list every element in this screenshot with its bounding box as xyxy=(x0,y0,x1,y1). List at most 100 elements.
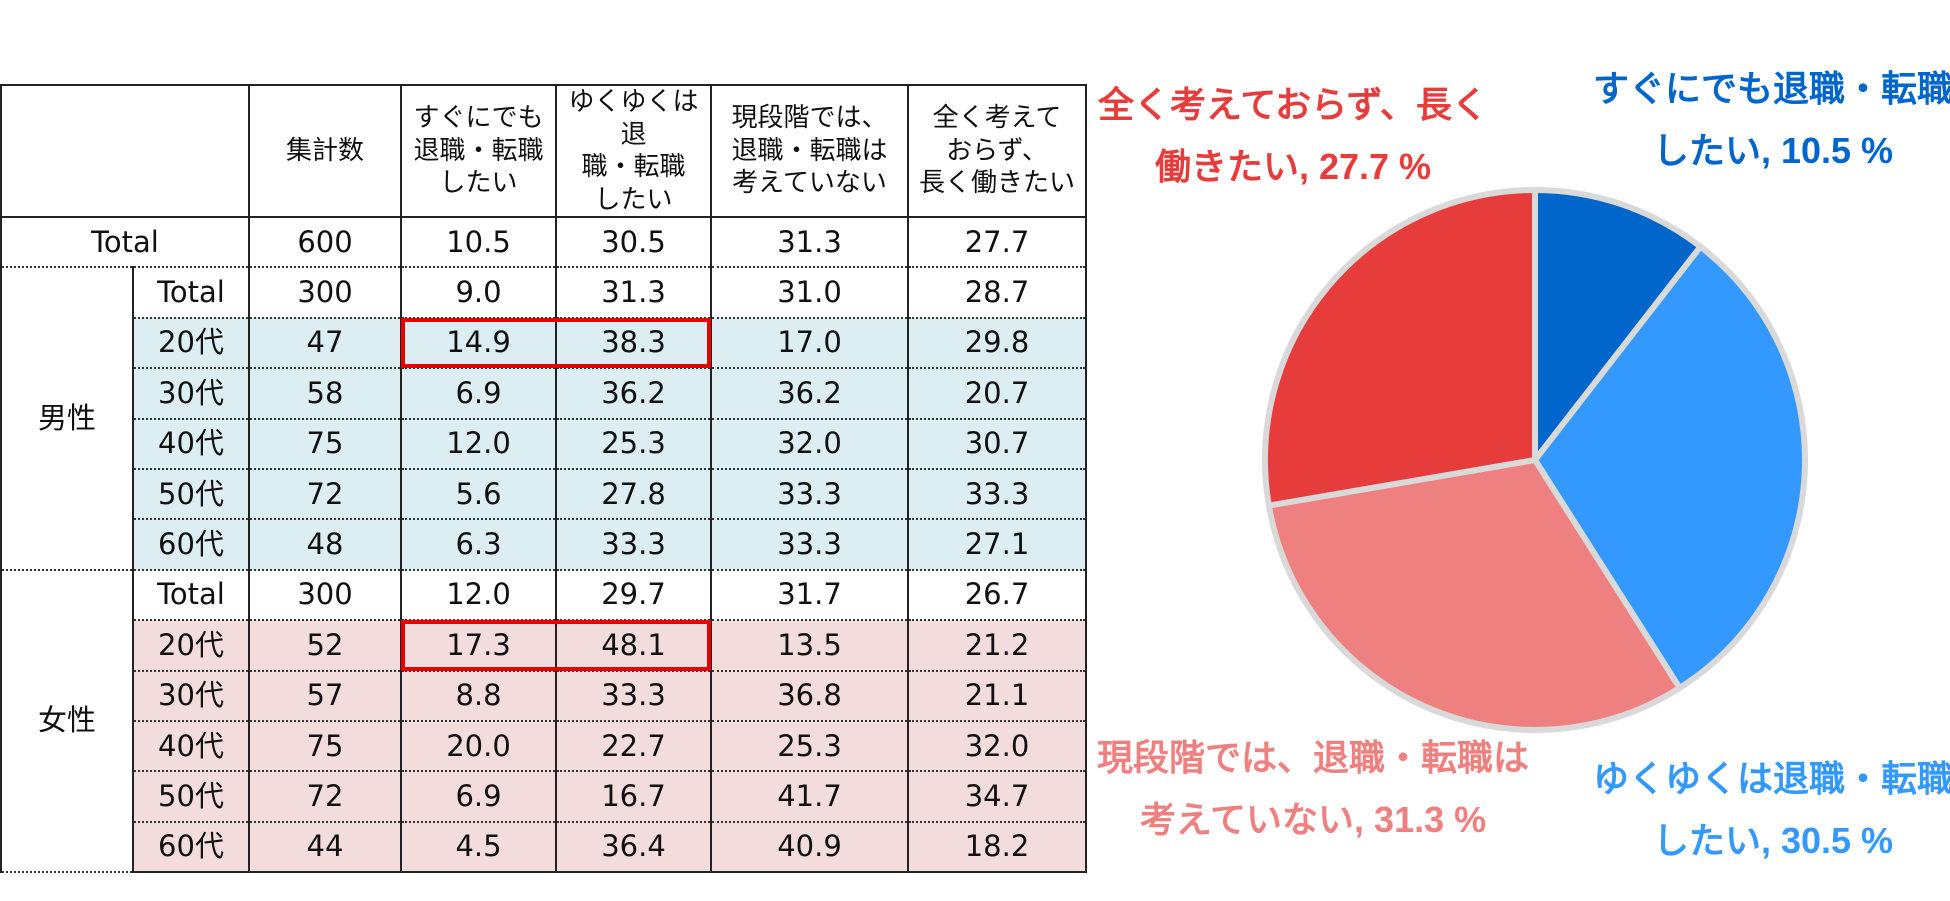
table-cell: 31.3 xyxy=(710,217,909,269)
table-cell: 72 xyxy=(248,468,402,521)
table-cell: 33.3 xyxy=(907,468,1087,521)
table-cell: 26.7 xyxy=(907,569,1087,622)
pie-label-slice-3: 現段階では、退職・転職は 考えていない, 31.3 % xyxy=(1096,737,1529,840)
row-label: Total xyxy=(132,569,250,622)
table-cell: 38.3 xyxy=(555,317,712,370)
table-cell: 4.5 xyxy=(400,821,557,874)
row-label: 20代 xyxy=(132,620,250,672)
table-row: 60代 48 6.3 33.3 33.3 27.1 xyxy=(1,519,1087,571)
header-corner xyxy=(0,84,250,218)
survey-table: 集計数 すぐにでも 退職・転職 したい ゆくゆくは退 職・転職 したい 現段階では、 退職… xyxy=(0,84,1087,874)
pie-chart xyxy=(1262,187,1808,733)
table-cell: 48 xyxy=(248,519,402,571)
table-cell: 36.4 xyxy=(555,821,712,874)
table-cell: 41.7 xyxy=(710,771,909,823)
table-cell: 13.5 xyxy=(710,620,909,672)
table-cell: 16.7 xyxy=(555,771,712,823)
table-cell: 6.9 xyxy=(400,771,557,823)
table-row: 40代 75 12.0 25.3 32.0 30.7 xyxy=(1,418,1087,470)
table-cell: 30.5 xyxy=(555,217,712,269)
table-cell: 36.2 xyxy=(555,368,712,420)
row-label: 50代 xyxy=(132,771,250,823)
table-cell: 33.3 xyxy=(710,519,909,571)
row-label: Total xyxy=(132,267,250,319)
table-cell: 34.7 xyxy=(907,771,1087,823)
pie-slice-2 xyxy=(1532,243,1808,691)
header-col4: 全く考えて おらず、 長く働きたい xyxy=(907,84,1087,218)
table-cell: 75 xyxy=(248,720,402,773)
table-cell: 33.3 xyxy=(555,670,712,722)
table-row: 40代 75 20.0 22.7 25.3 32.0 xyxy=(1,720,1087,773)
table-cell: 27.7 xyxy=(907,217,1087,269)
table-row: 60代 44 4.5 36.4 40.9 18.2 xyxy=(1,821,1087,874)
table-cell: 6.9 xyxy=(400,368,557,420)
table-cell: 6.3 xyxy=(400,519,557,571)
table-cell: 47 xyxy=(248,317,402,370)
table-cell: 52 xyxy=(248,620,402,672)
header-count: 集計数 xyxy=(248,84,402,218)
table-cell: 18.2 xyxy=(907,821,1087,874)
table-cell: 48.1 xyxy=(555,620,712,672)
table-cell: 8.8 xyxy=(400,670,557,722)
pie-label-slice-1: すぐにでも退職・転職 したい, 10.5 % xyxy=(1593,68,1950,171)
table-cell: 5.6 xyxy=(400,468,557,521)
table-cell: 30.7 xyxy=(907,418,1087,470)
table-cell: 33.3 xyxy=(555,519,712,571)
header-row: 集計数 すぐにでも 退職・転職 したい ゆくゆくは退 職・転職 したい 現段階では、 退職… xyxy=(0,84,1087,218)
table-cell: 21.1 xyxy=(907,670,1087,722)
table-cell: 14.9 xyxy=(400,317,557,370)
pie-label-slice-4: 全く考えておらず、長く 働きたい, 27.7 % xyxy=(1098,84,1488,187)
row-label: 30代 xyxy=(132,368,250,420)
header-col2: ゆくゆくは退 職・転職 したい xyxy=(555,84,712,218)
table-cell: 44 xyxy=(248,821,402,874)
table-cell: 31.0 xyxy=(710,267,909,319)
row-label: 60代 xyxy=(132,821,250,874)
row-label: 40代 xyxy=(132,418,250,470)
table-cell: 22.7 xyxy=(555,720,712,773)
table-cell: 12.0 xyxy=(400,569,557,622)
row-label: 60代 xyxy=(132,519,250,571)
table-cell: 25.3 xyxy=(710,720,909,773)
table-cell: 36.8 xyxy=(710,670,909,722)
table-cell: 25.3 xyxy=(555,418,712,470)
pie-slice-4 xyxy=(1262,187,1538,509)
table-row: 30代 57 8.8 33.3 36.8 21.1 xyxy=(1,670,1087,722)
table-cell: 57 xyxy=(248,670,402,722)
table-cell: 40.9 xyxy=(710,821,909,874)
table-cell: 600 xyxy=(248,217,402,269)
table-cell: 20.7 xyxy=(907,368,1087,420)
table-cell: 10.5 xyxy=(400,217,557,269)
row-label: 20代 xyxy=(132,317,250,370)
table-cell: 21.2 xyxy=(907,620,1087,672)
survey-table-container: 集計数 すぐにでも 退職・転職 したい ゆくゆくは退 職・転職 したい 現段階では、 退職… xyxy=(0,84,1087,874)
group-label-male: 男性 xyxy=(0,267,134,571)
table-row: 女性 Total 300 12.0 29.7 31.7 26.7 xyxy=(0,569,1087,874)
table-cell: 32.0 xyxy=(710,418,909,470)
table-row: 20代 52 17.3 48.1 13.5 21.2 xyxy=(1,620,1087,672)
row-label: 40代 xyxy=(132,720,250,773)
table-row: 50代 72 5.6 27.8 33.3 33.3 xyxy=(1,468,1087,521)
table-cell: 17.3 xyxy=(400,620,557,672)
group-label-female: 女性 xyxy=(0,569,134,874)
header-col1: すぐにでも 退職・転職 したい xyxy=(400,84,557,218)
table-cell: 9.0 xyxy=(400,267,557,319)
table-cell: 29.7 xyxy=(555,569,712,622)
table-row: 男性 Total 300 9.0 31.3 31.0 28.7 xyxy=(0,267,1087,571)
header-col3: 現段階では、 退職・転職は 考えていない xyxy=(710,84,909,218)
table-row-total: Total 600 10.5 30.5 31.3 27.7 xyxy=(0,217,1087,269)
table-cell: 75 xyxy=(248,418,402,470)
row-label: Total xyxy=(0,217,250,269)
table-cell: 20.0 xyxy=(400,720,557,773)
table-cell: 32.0 xyxy=(907,720,1087,773)
pie-slice-3 xyxy=(1265,457,1683,733)
table-body: Total 600 10.5 30.5 31.3 27.7 男性 Total 300 9.0 31.… xyxy=(0,217,1087,874)
table-cell: 36.2 xyxy=(710,368,909,420)
table-cell: 28.7 xyxy=(907,267,1087,319)
table-row: 30代 58 6.9 36.2 36.2 20.7 xyxy=(1,368,1087,420)
row-label: 50代 xyxy=(132,468,250,521)
table-cell: 72 xyxy=(248,771,402,823)
table-cell: 31.7 xyxy=(710,569,909,622)
table-cell: 27.8 xyxy=(555,468,712,521)
row-label: 30代 xyxy=(132,670,250,722)
table-row: 20代 47 14.9 38.3 17.0 29.8 xyxy=(1,317,1087,370)
